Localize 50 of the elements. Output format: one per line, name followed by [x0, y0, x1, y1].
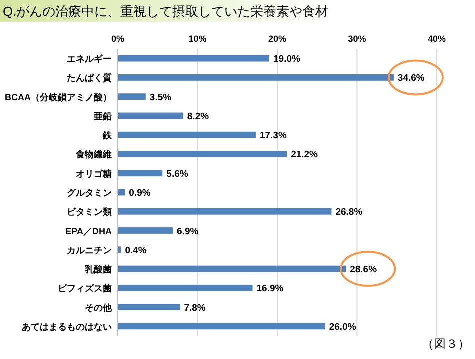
data-label: 0.9% — [129, 188, 152, 199]
bar — [118, 74, 394, 81]
bar — [118, 228, 174, 234]
bar — [118, 266, 346, 272]
y-tick-label: あてはまるものはない — [22, 322, 112, 332]
bar — [118, 304, 180, 310]
bar — [118, 132, 256, 138]
bar — [118, 323, 326, 330]
chart-title: Q.がんの治療中に、重視して摂取していた栄養素や食材 — [3, 4, 329, 19]
data-label: 5.6% — [166, 168, 189, 180]
data-label: 6.9% — [177, 226, 200, 238]
x-tick-label: 20% — [268, 34, 287, 44]
y-tick-label: ビフィズス菌 — [58, 284, 112, 294]
bar — [118, 151, 288, 158]
data-label: 3.5% — [150, 92, 172, 104]
y-tick-label: カルニチン — [67, 245, 112, 256]
data-label: 21.2% — [291, 150, 319, 161]
data-label: 26.0% — [329, 322, 357, 333]
x-tick-label: 0% — [111, 34, 125, 44]
y-tick-label: 亜鉛 — [93, 111, 112, 122]
bar — [118, 208, 332, 215]
x-tick-label: 30% — [348, 34, 366, 44]
y-tick-label: グルタミン — [67, 188, 112, 198]
data-label: 16.9% — [256, 284, 284, 295]
data-label: 8.2% — [187, 111, 210, 122]
bar — [118, 284, 253, 292]
y-tick-label: その他 — [85, 302, 113, 313]
bar — [118, 170, 163, 177]
bar — [118, 94, 146, 100]
x-tick-label: 40% — [428, 34, 446, 44]
y-tick-label: 乳酸菌 — [84, 264, 112, 275]
data-label: 7.8% — [184, 302, 206, 314]
data-label: 34.6% — [398, 73, 426, 84]
text: （図３） — [422, 337, 470, 351]
y-tick-label: 鉄 — [102, 130, 113, 141]
y-tick-label: BCAA（分岐鎖アミノ酸） — [5, 92, 112, 102]
data-label: 28.6% — [350, 264, 378, 276]
data-label: 26.8% — [336, 207, 364, 218]
data-label: 0.4% — [125, 245, 148, 256]
y-tick-label: 食物繊維 — [75, 150, 112, 160]
data-label: 19.0% — [274, 54, 302, 66]
y-tick-label: EPA／DHA — [66, 226, 112, 236]
y-tick-label: エネルギー — [67, 54, 112, 64]
y-tick-label: オリゴ糖 — [76, 168, 112, 179]
y-tick-label: たんぱく質 — [67, 73, 112, 84]
y-tick-label: ビタミン類 — [67, 207, 112, 218]
x-tick-label: 10% — [188, 34, 207, 44]
data-label: 17.3% — [260, 130, 288, 142]
bar — [118, 112, 184, 120]
bar — [118, 55, 270, 62]
